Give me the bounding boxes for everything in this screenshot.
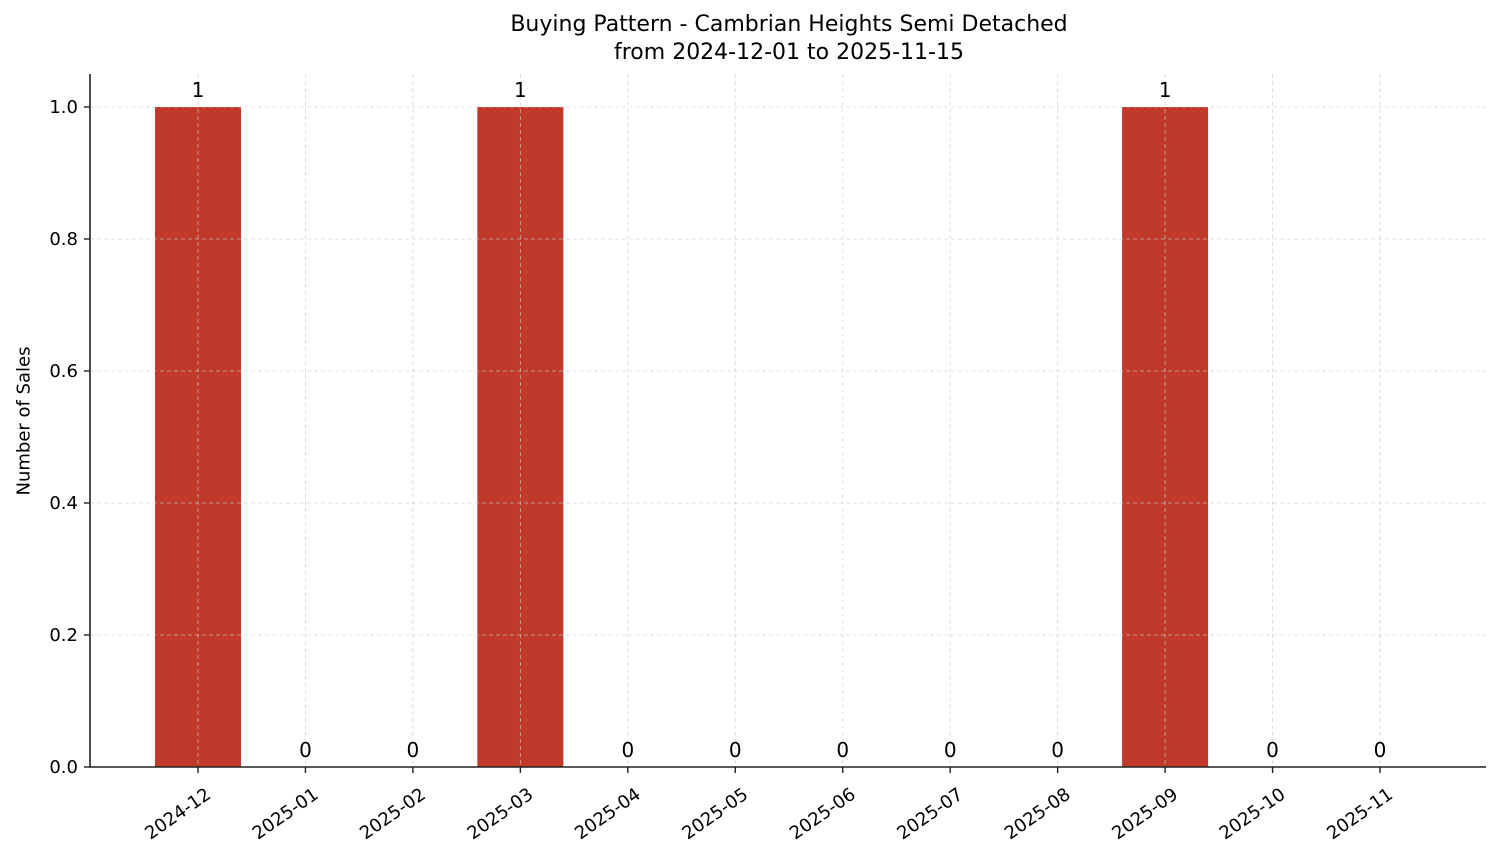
x-tick-label: 2025-06 <box>786 784 860 844</box>
x-tick-label: 2025-05 <box>678 784 752 844</box>
bar-value-label: 0 <box>1051 738 1064 762</box>
bar-value-label: 0 <box>729 738 742 762</box>
x-tick-label: 2024-12 <box>141 784 215 844</box>
x-tick-label: 2025-10 <box>1216 784 1290 844</box>
y-tick-label: 0.8 <box>49 229 78 250</box>
bar-value-label: 0 <box>299 738 312 762</box>
bar <box>155 107 241 767</box>
bar <box>477 107 564 767</box>
bar-value-label: 0 <box>621 738 634 762</box>
bar-value-label: 0 <box>1266 738 1279 762</box>
bar-value-label: 1 <box>1159 78 1172 102</box>
x-tick-label: 2025-08 <box>1001 784 1075 844</box>
chart-title-line1: Buying Pattern - Cambrian Heights Semi D… <box>510 12 1068 37</box>
bar <box>1122 107 1209 767</box>
chart-title-line2: from 2024-12-01 to 2025-11-15 <box>614 40 964 65</box>
bar-value-label: 0 <box>836 738 849 762</box>
y-tick-label: 0.6 <box>49 361 78 382</box>
x-tick-label: 2025-04 <box>571 784 645 844</box>
x-tick-label: 2025-03 <box>464 784 538 844</box>
x-tick-label: 2025-02 <box>356 784 430 844</box>
x-tick-label: 2025-09 <box>1108 784 1182 844</box>
y-tick-label: 0.4 <box>49 493 78 514</box>
bar-value-label: 0 <box>944 738 957 762</box>
x-tick-label: 2025-07 <box>893 784 967 844</box>
y-tick-label: 1.0 <box>49 97 78 118</box>
bar-value-label: 1 <box>192 78 205 102</box>
y-tick-label: 0.0 <box>49 757 78 778</box>
bar-value-label: 1 <box>514 78 527 102</box>
bar-value-label: 0 <box>1374 738 1387 762</box>
x-tick-label: 2025-01 <box>249 784 323 844</box>
x-tick-label: 2025-11 <box>1323 784 1397 844</box>
chart-title: Buying Pattern - Cambrian Heights Semi D… <box>0 11 1501 67</box>
bar-value-label: 0 <box>407 738 420 762</box>
y-tick-label: 0.2 <box>49 625 78 646</box>
